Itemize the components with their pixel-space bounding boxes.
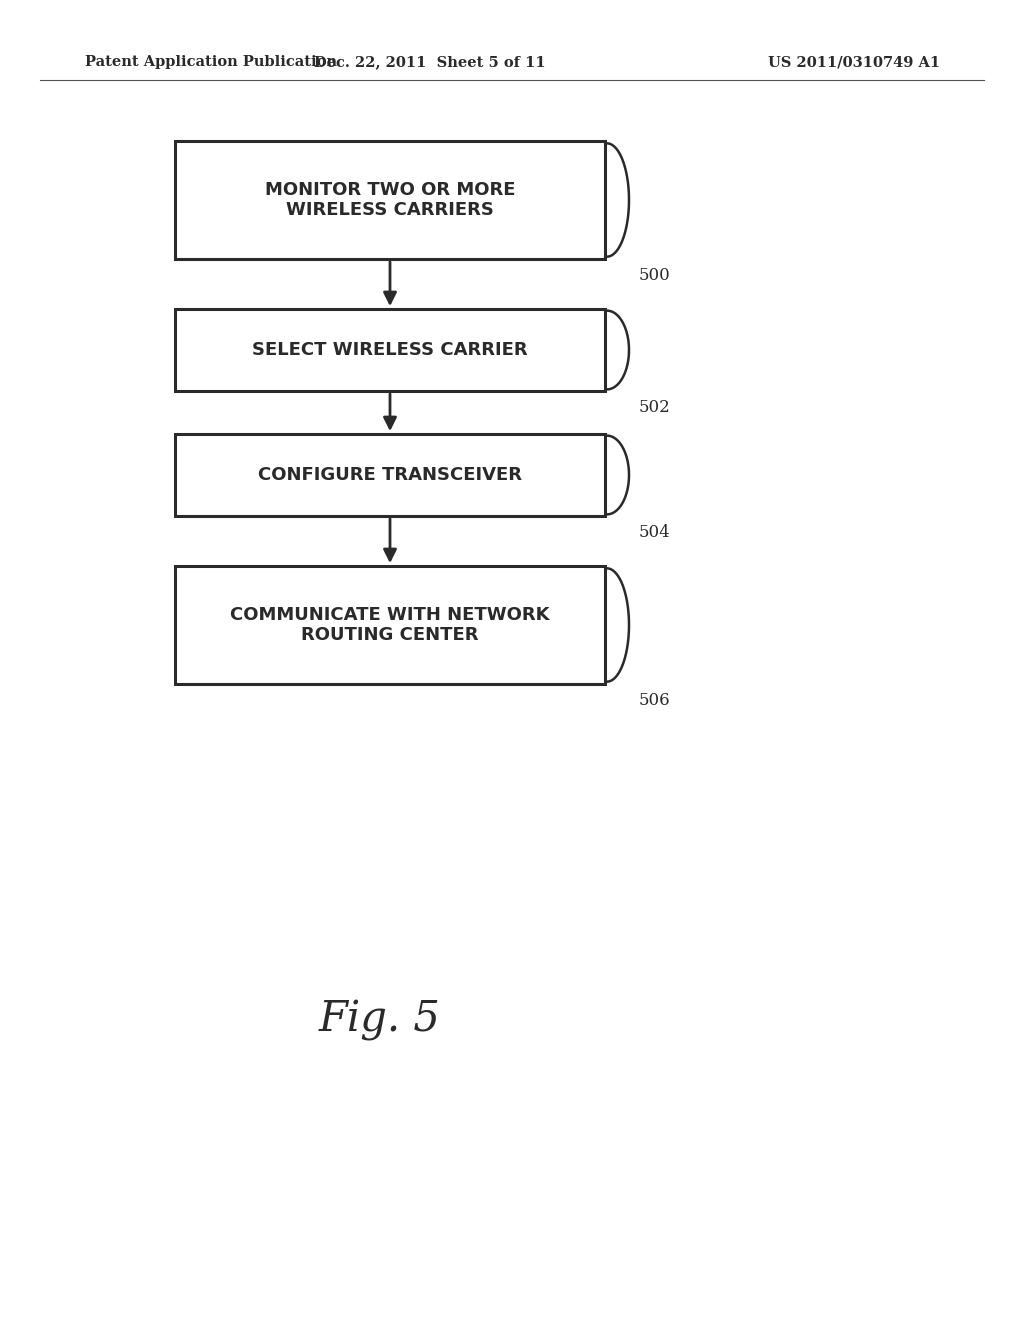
Bar <box>175 309 605 391</box>
Text: 506: 506 <box>639 692 671 709</box>
Text: 504: 504 <box>639 524 671 541</box>
Text: US 2011/0310749 A1: US 2011/0310749 A1 <box>768 55 940 69</box>
Text: COMMUNICATE WITH NETWORK
ROUTING CENTER: COMMUNICATE WITH NETWORK ROUTING CENTER <box>230 606 550 644</box>
Text: Patent Application Publication: Patent Application Publication <box>85 55 337 69</box>
Text: 500: 500 <box>639 267 671 284</box>
Text: SELECT WIRELESS CARRIER: SELECT WIRELESS CARRIER <box>252 341 527 359</box>
Bar <box>175 141 605 259</box>
Text: Fig. 5: Fig. 5 <box>319 999 441 1041</box>
Text: CONFIGURE TRANSCEIVER: CONFIGURE TRANSCEIVER <box>258 466 522 484</box>
Text: MONITOR TWO OR MORE
WIRELESS CARRIERS: MONITOR TWO OR MORE WIRELESS CARRIERS <box>265 181 515 219</box>
Text: Dec. 22, 2011  Sheet 5 of 11: Dec. 22, 2011 Sheet 5 of 11 <box>314 55 546 69</box>
Bar <box>175 566 605 684</box>
Bar <box>175 434 605 516</box>
Text: 502: 502 <box>639 399 671 416</box>
